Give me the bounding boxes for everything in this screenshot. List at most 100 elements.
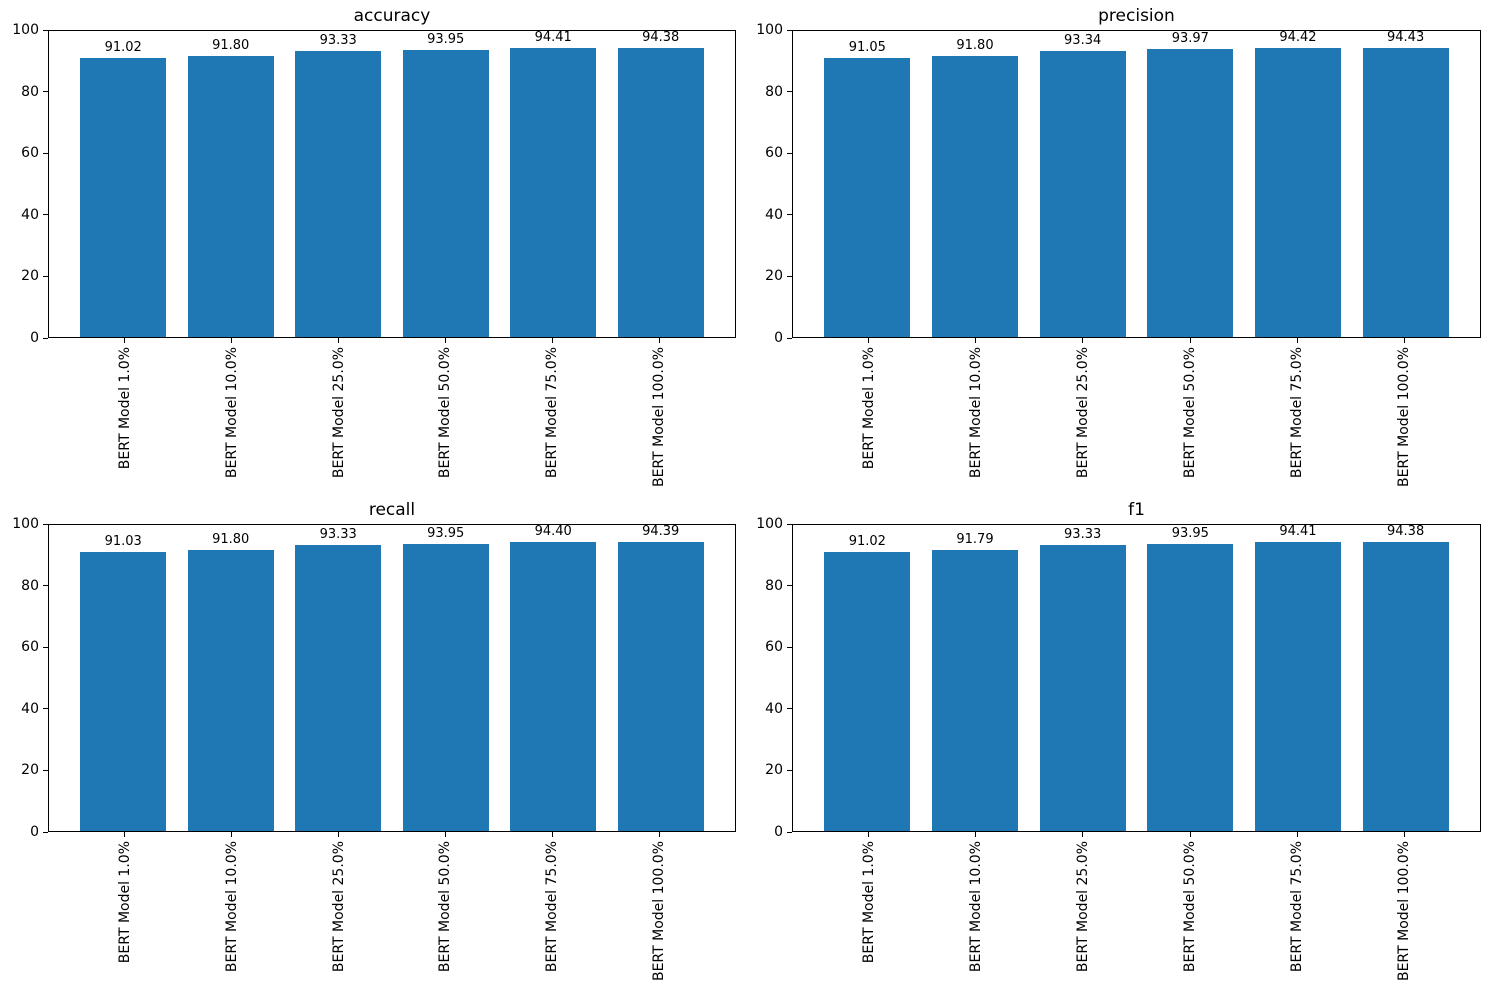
x-tick-label: BERT Model 50.0% <box>437 841 454 973</box>
bar-value-label: 94.38 <box>642 30 680 46</box>
bar-slot: 94.38 <box>617 30 704 337</box>
bar-slot: 94.39 <box>617 524 704 831</box>
x-tick-mark <box>868 338 870 343</box>
y-tick-label: 80 <box>21 577 39 594</box>
bar <box>617 542 704 831</box>
y-tick-label: 80 <box>21 83 39 100</box>
bar-slot: 93.95 <box>402 31 489 337</box>
x-tick: BERT Model 25.0% <box>296 832 382 984</box>
y-tick-mark <box>787 152 792 154</box>
y-tick: 20 <box>765 269 792 283</box>
y-tick: 80 <box>21 579 48 593</box>
y-tick-mark <box>43 91 48 93</box>
bar <box>295 51 382 337</box>
x-tick-label: BERT Model 1.0% <box>116 841 133 964</box>
y-tick: 0 <box>30 331 48 345</box>
x-tick-label: BERT Model 50.0% <box>437 347 454 479</box>
bar-slot: 91.80 <box>187 31 274 337</box>
bar-value-label: 94.39 <box>642 524 680 540</box>
x-tick-mark <box>551 832 553 837</box>
y-tick: 0 <box>774 331 792 345</box>
chart-panel-recall: recall 0 20 40 60 80 100 91.03 91.80 93.33 93.95… <box>0 494 744 989</box>
x-tick-label: BERT Model 10.0% <box>223 347 240 479</box>
x-axis-labels: BERT Model 1.0% BERT Model 10.0% BERT Mode… <box>48 832 736 984</box>
chart-panel-f1: f1 0 20 40 60 80 100 91.02 91.79 93.33 93.95 94.4… <box>744 494 1489 989</box>
x-tick-label: BERT Model 25.0% <box>1074 841 1091 973</box>
bar <box>402 49 489 337</box>
x-tick-label: BERT Model 25.0% <box>330 347 347 479</box>
y-tick-mark <box>787 337 792 339</box>
y-tick-label: 40 <box>21 206 39 223</box>
x-tick: BERT Model 75.0% <box>510 832 596 984</box>
plot-area: 91.03 91.80 93.33 93.95 94.40 94.39 <box>48 524 736 832</box>
x-tick-mark <box>1189 832 1191 837</box>
bar <box>824 552 911 831</box>
x-tick: BERT Model 25.0% <box>296 338 382 490</box>
x-tick-label: BERT Model 25.0% <box>1074 347 1091 479</box>
y-tick: 20 <box>21 763 48 777</box>
y-tick-mark <box>43 585 48 587</box>
x-tick: BERT Model 100.0% <box>1361 338 1447 490</box>
plot-area: 91.02 91.80 93.33 93.95 94.41 94.38 <box>48 30 736 338</box>
y-tick-mark <box>787 708 792 710</box>
y-tick: 40 <box>765 208 792 222</box>
x-axis-labels: BERT Model 1.0% BERT Model 10.0% BERT Mode… <box>792 832 1481 984</box>
y-tick-label: 60 <box>21 639 39 656</box>
y-tick-label: 0 <box>774 330 783 346</box>
bars: 91.03 91.80 93.33 93.95 94.40 94.39 <box>49 524 735 831</box>
bar <box>80 552 167 831</box>
bar <box>402 543 489 831</box>
x-tick-mark <box>444 832 446 837</box>
y-tick-label: 60 <box>21 145 39 162</box>
y-tick: 0 <box>30 825 48 839</box>
x-tick: BERT Model 25.0% <box>1040 338 1126 490</box>
chart-title: accuracy <box>353 6 431 26</box>
bar <box>80 58 167 337</box>
y-tick-mark <box>787 646 792 648</box>
bar-slot: 91.02 <box>80 31 167 337</box>
x-tick: BERT Model 100.0% <box>1361 832 1447 984</box>
bar-value-label: 93.33 <box>319 33 357 49</box>
y-tick-label: 0 <box>30 330 39 346</box>
x-tick-mark <box>658 832 660 837</box>
x-tick: BERT Model 100.0% <box>617 338 703 490</box>
y-axis: 0 20 40 60 80 100 <box>744 517 792 839</box>
y-tick: 40 <box>21 208 48 222</box>
y-tick-mark <box>43 29 48 31</box>
plot-area: 91.02 91.79 93.33 93.95 94.41 94.38 <box>792 524 1481 832</box>
y-tick-mark <box>43 152 48 154</box>
x-tick-label: BERT Model 75.0% <box>544 347 561 479</box>
y-axis: 0 20 40 60 80 100 <box>0 23 48 345</box>
bar <box>1147 543 1234 831</box>
x-tick-mark <box>1296 338 1298 343</box>
x-tick-label: BERT Model 75.0% <box>544 841 561 973</box>
x-tick-mark <box>975 832 977 837</box>
x-tick-mark <box>658 338 660 343</box>
bar <box>1254 542 1342 831</box>
y-tick: 80 <box>765 85 792 99</box>
bar-value-label: 94.40 <box>534 524 572 540</box>
chart-panel-precision: precision 0 20 40 60 80 100 91.05 91.80 93.34 93… <box>744 0 1489 494</box>
bar <box>1254 48 1342 337</box>
bar-value-label: 91.02 <box>848 534 886 550</box>
y-tick-mark <box>787 91 792 93</box>
bar-value-label: 93.33 <box>1064 527 1102 543</box>
y-tick: 60 <box>21 640 48 654</box>
y-tick: 20 <box>765 763 792 777</box>
bar-value-label: 91.80 <box>212 38 250 54</box>
y-tick: 100 <box>756 23 792 37</box>
x-tick-mark <box>231 832 233 837</box>
x-tick: BERT Model 1.0% <box>826 832 912 984</box>
bar-value-label: 91.05 <box>848 40 886 56</box>
y-tick: 0 <box>774 825 792 839</box>
x-tick-label: BERT Model 100.0% <box>651 347 668 488</box>
x-tick-mark <box>124 832 126 837</box>
y-axis: 0 20 40 60 80 100 <box>744 23 792 345</box>
bar-value-label: 94.42 <box>1279 30 1317 46</box>
y-tick-label: 40 <box>765 206 783 223</box>
y-tick-label: 60 <box>765 145 783 162</box>
x-tick-label: BERT Model 10.0% <box>967 841 984 973</box>
bar-slot: 94.43 <box>1362 30 1449 337</box>
bar-value-label: 93.34 <box>1064 33 1102 49</box>
